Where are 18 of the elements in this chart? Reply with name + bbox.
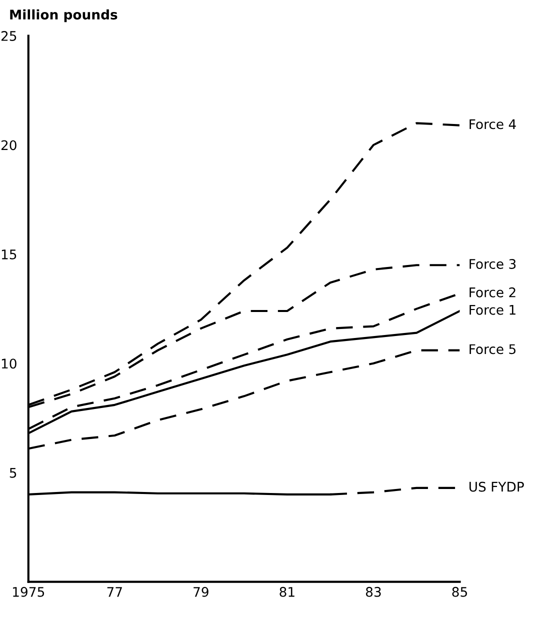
y-tick-label: 20 <box>1 140 16 150</box>
x-tick-label: 79 <box>194 586 208 597</box>
x-tick-label: 83 <box>366 586 381 597</box>
series-label: US FYDP <box>470 482 524 492</box>
y-tick-label: 25 <box>1 31 16 41</box>
y-tick-label: 10 <box>2 358 16 369</box>
x-tick-label: 81 <box>280 586 294 597</box>
series-label: Force 1 <box>470 305 516 315</box>
x-tick-label: 85 <box>452 586 467 597</box>
y-axis-title: Million pounds <box>10 9 118 22</box>
x-tick-label: 1975 <box>13 586 44 597</box>
y-tick-label: 15 <box>2 250 16 260</box>
series-label: Force 4 <box>470 119 516 130</box>
x-tick-label: 77 <box>107 587 122 597</box>
y-tick-label: 5 <box>10 468 16 478</box>
series-label: Force 5 <box>470 344 516 354</box>
series-label: Force 2 <box>470 287 516 298</box>
series-label: Force 3 <box>470 258 516 269</box>
